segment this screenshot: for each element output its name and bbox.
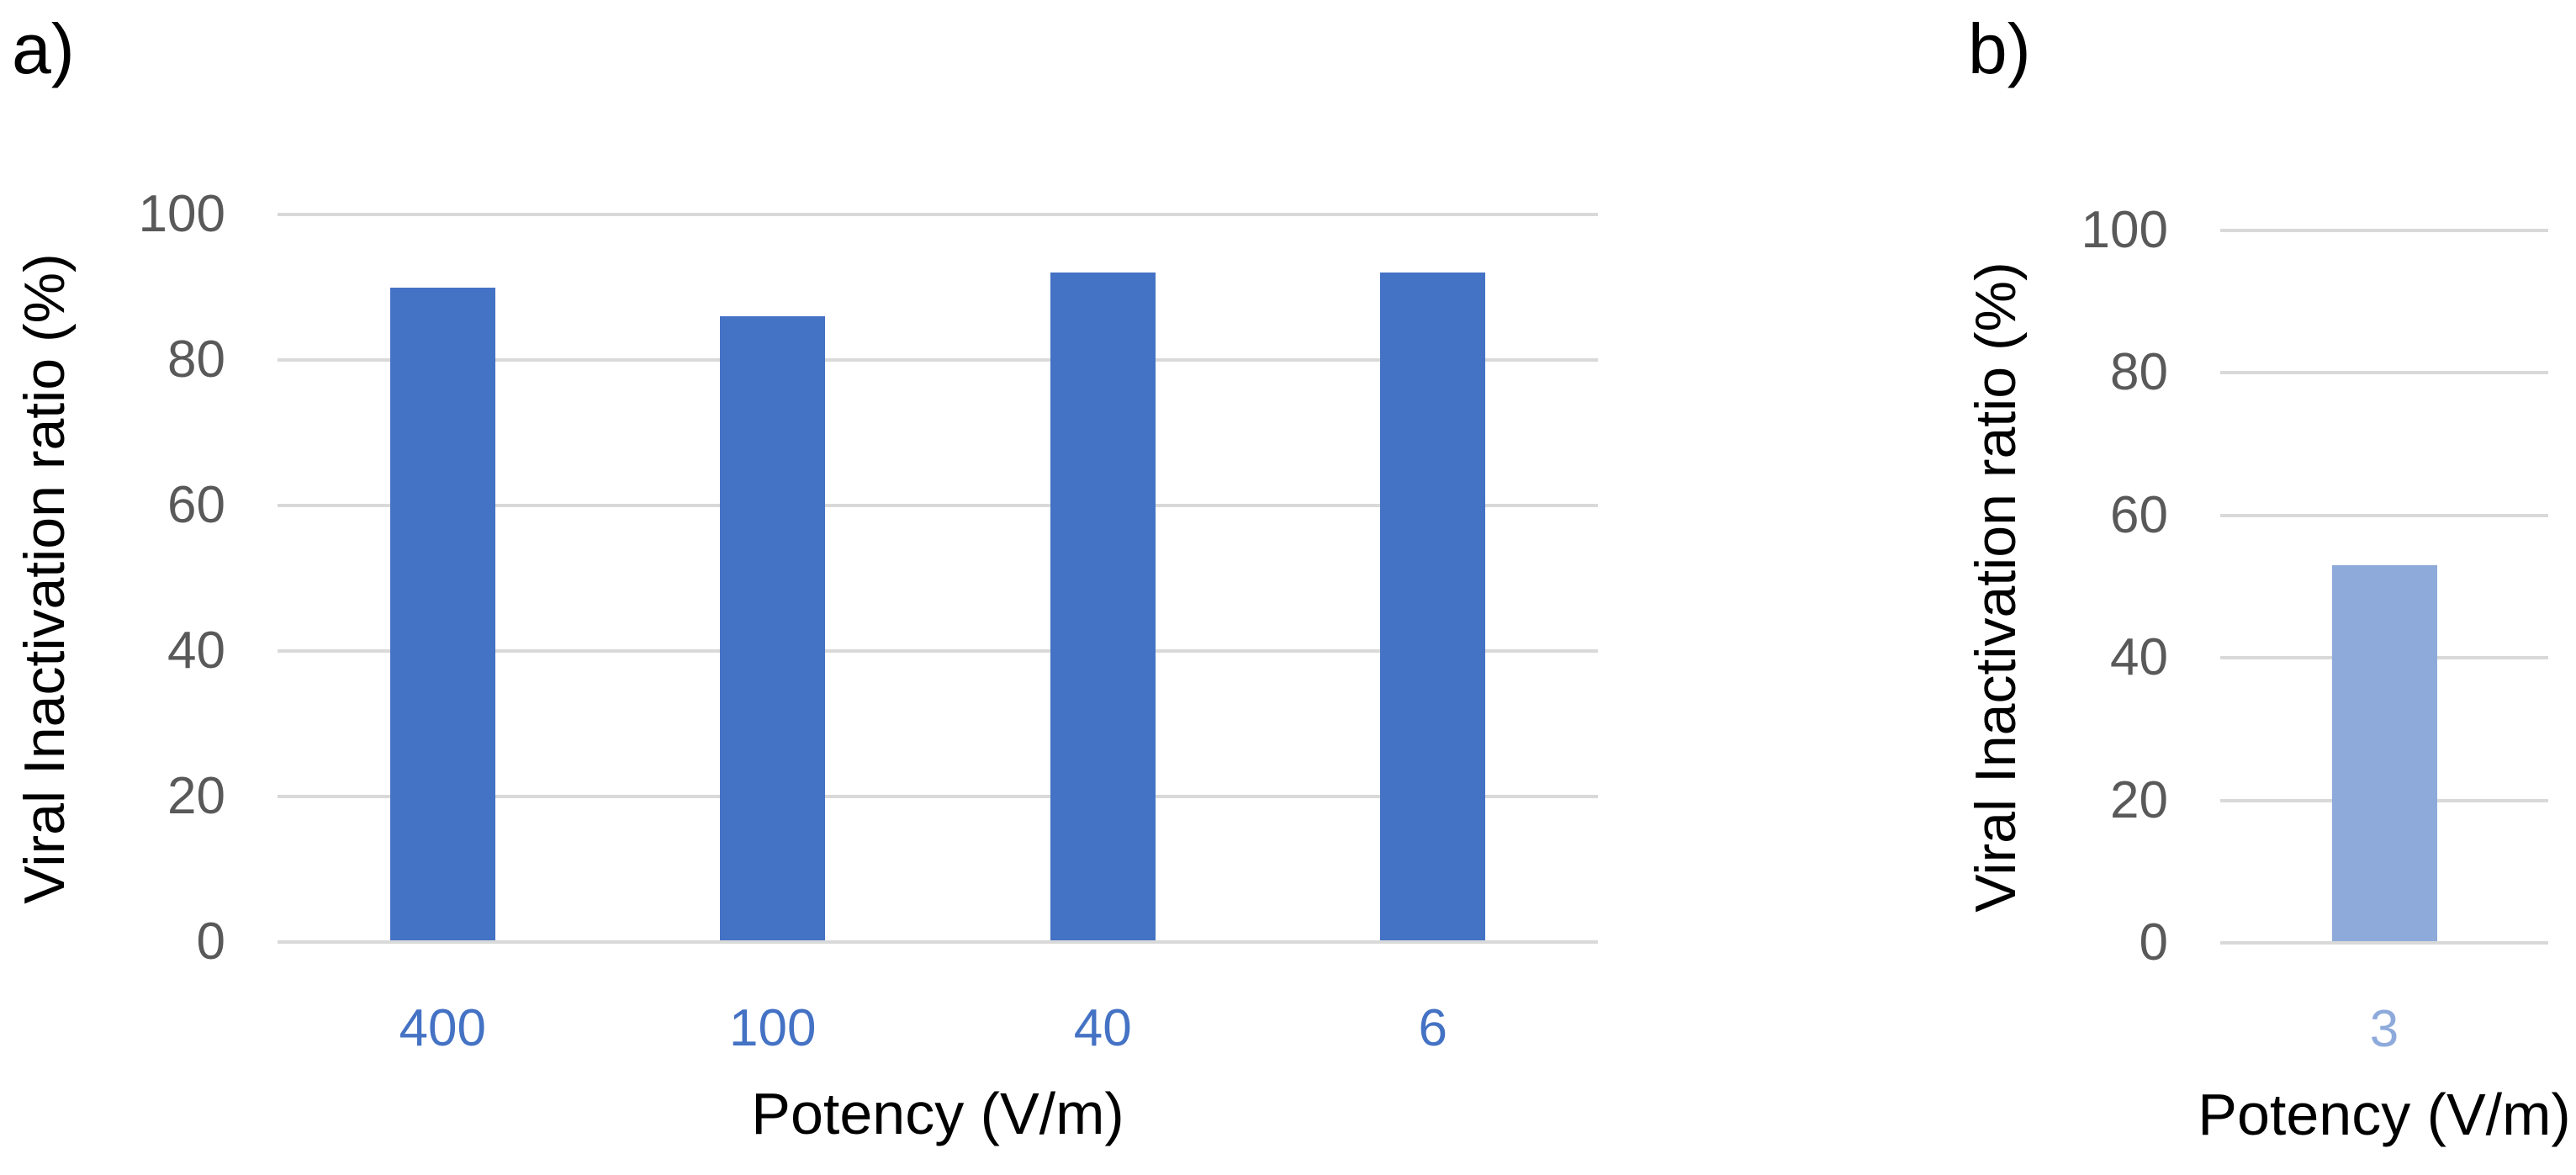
x-axis-line bbox=[278, 940, 1598, 944]
y-axis-title-a: Viral Inactivation ratio (%) bbox=[7, 214, 82, 942]
y-tick-label: 0 bbox=[2139, 913, 2168, 971]
y-tick-label: 100 bbox=[2081, 201, 2168, 259]
y-tick-label: 80 bbox=[167, 331, 225, 389]
bar bbox=[389, 287, 495, 942]
x-tick-label: 6 bbox=[1418, 999, 1447, 1057]
x-axis-line bbox=[2220, 941, 2548, 945]
x-tick-label: 3 bbox=[2369, 1000, 2399, 1058]
gridline bbox=[2220, 513, 2548, 517]
plot-area-b: Potency (V/m) 100 80 60 40 20 0 3 bbox=[2081, 204, 2571, 1147]
y-tick-label: 20 bbox=[2110, 770, 2168, 829]
x-tick-label: 40 bbox=[1073, 999, 1132, 1057]
y-tick-label: 60 bbox=[167, 476, 225, 534]
gridline bbox=[278, 504, 1598, 507]
gridline bbox=[278, 795, 1598, 798]
x-tick-label: 100 bbox=[729, 999, 817, 1057]
gridline bbox=[278, 358, 1598, 362]
plot-area-a: Potency (V/m) 100 80 60 40 20 0 400 100 40 6 bbox=[139, 188, 1598, 1146]
x-axis-title-b: Potency (V/m) bbox=[2198, 1082, 2571, 1147]
gridline bbox=[278, 213, 1598, 216]
bar bbox=[1050, 273, 1156, 942]
panel-label-b: b) bbox=[1968, 9, 2031, 88]
x-axis-title-a: Potency (V/m) bbox=[751, 1081, 1124, 1146]
y-tick-label: 40 bbox=[167, 622, 225, 680]
y-tick-label: 60 bbox=[2110, 485, 2168, 544]
bar bbox=[2331, 565, 2437, 943]
panel-label-a: a) bbox=[12, 9, 75, 88]
y-tick-label: 80 bbox=[2110, 343, 2168, 402]
gridline bbox=[278, 649, 1598, 653]
y-tick-label: 0 bbox=[196, 913, 225, 971]
y-tick-label: 40 bbox=[2110, 628, 2168, 687]
x-tick-label: 400 bbox=[399, 999, 486, 1057]
gridline bbox=[2220, 371, 2548, 375]
y-tick-label: 100 bbox=[138, 185, 225, 243]
bar bbox=[720, 316, 826, 942]
y-axis-title-b: Viral Inactivation ratio (%) bbox=[1958, 230, 2034, 943]
gridline bbox=[2220, 229, 2548, 232]
y-tick-label: 20 bbox=[167, 767, 225, 825]
bar bbox=[1380, 273, 1486, 942]
